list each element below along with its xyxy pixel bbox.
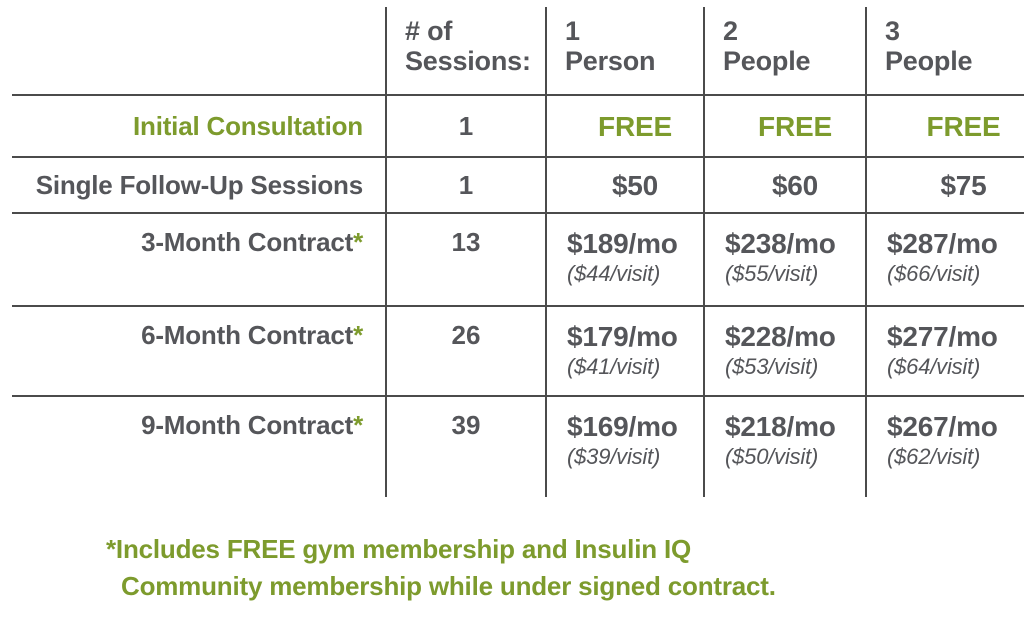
price-main: $218/mo [725,411,836,442]
sessions-single-followup: 1 [385,156,545,212]
row-label-initial-consultation: Initial Consultation [12,94,385,156]
price-6month-1person: $179/mo ($41/visit) [545,305,703,395]
price-main: FREE [926,110,1001,142]
contract-footnote: *Includes FREE gym membership and Insuli… [106,531,776,605]
price-main: FREE [598,110,672,142]
row-label-3-month-contract: 3-Month Contract * [12,212,385,305]
row-label-6-month-contract: 6-Month Contract * [12,305,385,395]
price-per-visit: ($55/visit) [725,261,819,286]
price-6month-2people: $228/mo ($53/visit) [703,305,865,395]
price-9month-2people: $218/mo ($50/visit) [703,395,865,497]
sessions-initial-consultation: 1 [385,94,545,156]
row-label-single-followup: Single Follow-Up Sessions [12,156,385,212]
footnote-line-1: *Includes FREE gym membership and Insuli… [106,534,691,564]
sessions-6-month: 26 [385,305,545,395]
price-followup-3people: $75 [865,156,1024,212]
header-num-sessions: # of Sessions: [385,0,545,94]
price-main: $189/mo [567,228,678,259]
price-followup-2people: $60 [703,156,865,212]
price-9month-3people: $267/mo ($62/visit) [865,395,1024,497]
price-per-visit: ($44/visit) [567,261,661,286]
row-label-9-month-contract: 9-Month Contract * [12,395,385,497]
price-per-visit: ($50/visit) [725,444,819,469]
price-3month-2people: $238/mo ($55/visit) [703,212,865,305]
price-per-visit: ($41/visit) [567,354,661,379]
footnote-asterisk: * [353,227,363,257]
price-6month-3people: $277/mo ($64/visit) [865,305,1024,395]
sessions-9-month: 39 [385,395,545,497]
price-main: $60 [771,169,819,201]
price-initial-1person: FREE [545,94,703,156]
footnote-asterisk: * [353,320,363,350]
price-main: $277/mo [887,321,998,352]
header-2-people: 2 People [703,0,865,94]
header-3-people: 3 People [865,0,1024,94]
price-per-visit: ($66/visit) [887,261,981,286]
price-per-visit: ($53/visit) [725,354,819,379]
price-per-visit: ($62/visit) [887,444,981,469]
price-main: $50 [611,169,659,201]
sessions-3-month: 13 [385,212,545,305]
row-label-text: 9-Month Contract [141,410,354,440]
price-main: FREE [758,110,832,142]
header-empty-cell [12,0,385,94]
row-label-text: 3-Month Contract [141,227,354,257]
pricing-table: # of Sessions: 1 Person 2 People 3 Peopl… [12,0,1024,497]
price-per-visit: ($64/visit) [887,354,981,379]
footnote-asterisk: * [353,410,363,440]
price-per-visit: ($39/visit) [567,444,661,469]
price-main: $75 [940,169,987,201]
price-initial-2people: FREE [703,94,865,156]
row-label-text: Single Follow-Up Sessions [35,169,363,200]
price-main: $169/mo [567,411,678,442]
row-label-text: Initial Consultation [133,110,363,141]
footnote-line-2: Community membership while under signed … [121,571,776,601]
price-main: $287/mo [887,228,998,259]
price-9month-1person: $169/mo ($39/visit) [545,395,703,497]
price-main: $238/mo [725,228,836,259]
price-main: $179/mo [567,321,678,352]
price-main: $267/mo [887,411,998,442]
price-followup-1person: $50 [545,156,703,212]
price-initial-3people: FREE [865,94,1024,156]
price-3month-1person: $189/mo ($44/visit) [545,212,703,305]
price-main: $228/mo [725,321,836,352]
row-label-text: 6-Month Contract [141,320,354,350]
header-1-person: 1 Person [545,0,703,94]
price-3month-3people: $287/mo ($66/visit) [865,212,1024,305]
